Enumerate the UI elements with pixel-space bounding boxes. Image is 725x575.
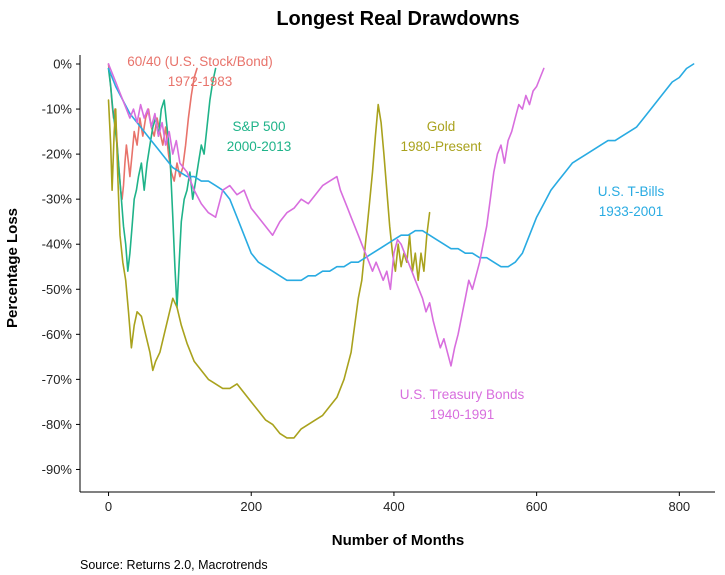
y-tick-label: -10% — [42, 102, 73, 117]
x-axis-title: Number of Months — [332, 532, 465, 549]
x-tick-label: 200 — [240, 499, 262, 514]
label-sp500-period: 2000-2013 — [227, 139, 292, 154]
y-axis-title: Percentage Loss — [4, 208, 21, 328]
series-line-treasury-bonds — [107, 63, 545, 367]
label-tbills-period: 1933-2001 — [599, 204, 664, 219]
label-gold-period: 1980-Present — [400, 139, 481, 154]
y-tick-label: -70% — [42, 372, 73, 387]
y-tick-label: -50% — [42, 282, 73, 297]
y-tick-label: -20% — [42, 147, 73, 162]
x-tick-label: 800 — [668, 499, 690, 514]
y-tick-label: -90% — [42, 462, 73, 477]
y-tick-label: -40% — [42, 237, 73, 252]
label-6040-period: 1972-1983 — [168, 74, 233, 89]
y-axis: 0% -10% -20% -30% -40% -50% -60% -70% -80% -90% — [42, 55, 81, 492]
label-treasury-bonds-period: 1940-1991 — [430, 407, 495, 422]
y-tick-label: -30% — [42, 192, 73, 207]
label-6040-name: 60/40 (U.S. Stock/Bond) — [127, 54, 273, 69]
y-tick-label: 0% — [53, 57, 72, 72]
plot-area — [107, 63, 695, 439]
chart-title: Longest Real Drawdowns — [276, 8, 519, 30]
series-labels: 60/40 (U.S. Stock/Bond) 1972-1983 S&P 500 2… — [127, 54, 664, 422]
x-tick-label: 400 — [383, 499, 405, 514]
label-gold-name: Gold — [427, 119, 456, 134]
source-note: Source: Returns 2.0, Macrotrends — [80, 558, 268, 572]
x-tick-label: 0 — [105, 499, 112, 514]
x-tick-label: 600 — [526, 499, 548, 514]
y-tick-label: -80% — [42, 417, 73, 432]
x-axis: 0 200 400 600 800 — [80, 491, 715, 514]
label-tbills-name: U.S. T-Bills — [598, 184, 665, 199]
label-sp500-name: S&P 500 — [232, 119, 285, 134]
series-line-tbills — [107, 63, 695, 282]
y-tick-label: -60% — [42, 327, 73, 342]
label-treasury-bonds-name: U.S. Treasury Bonds — [400, 387, 525, 402]
series-line-gold — [107, 99, 431, 439]
